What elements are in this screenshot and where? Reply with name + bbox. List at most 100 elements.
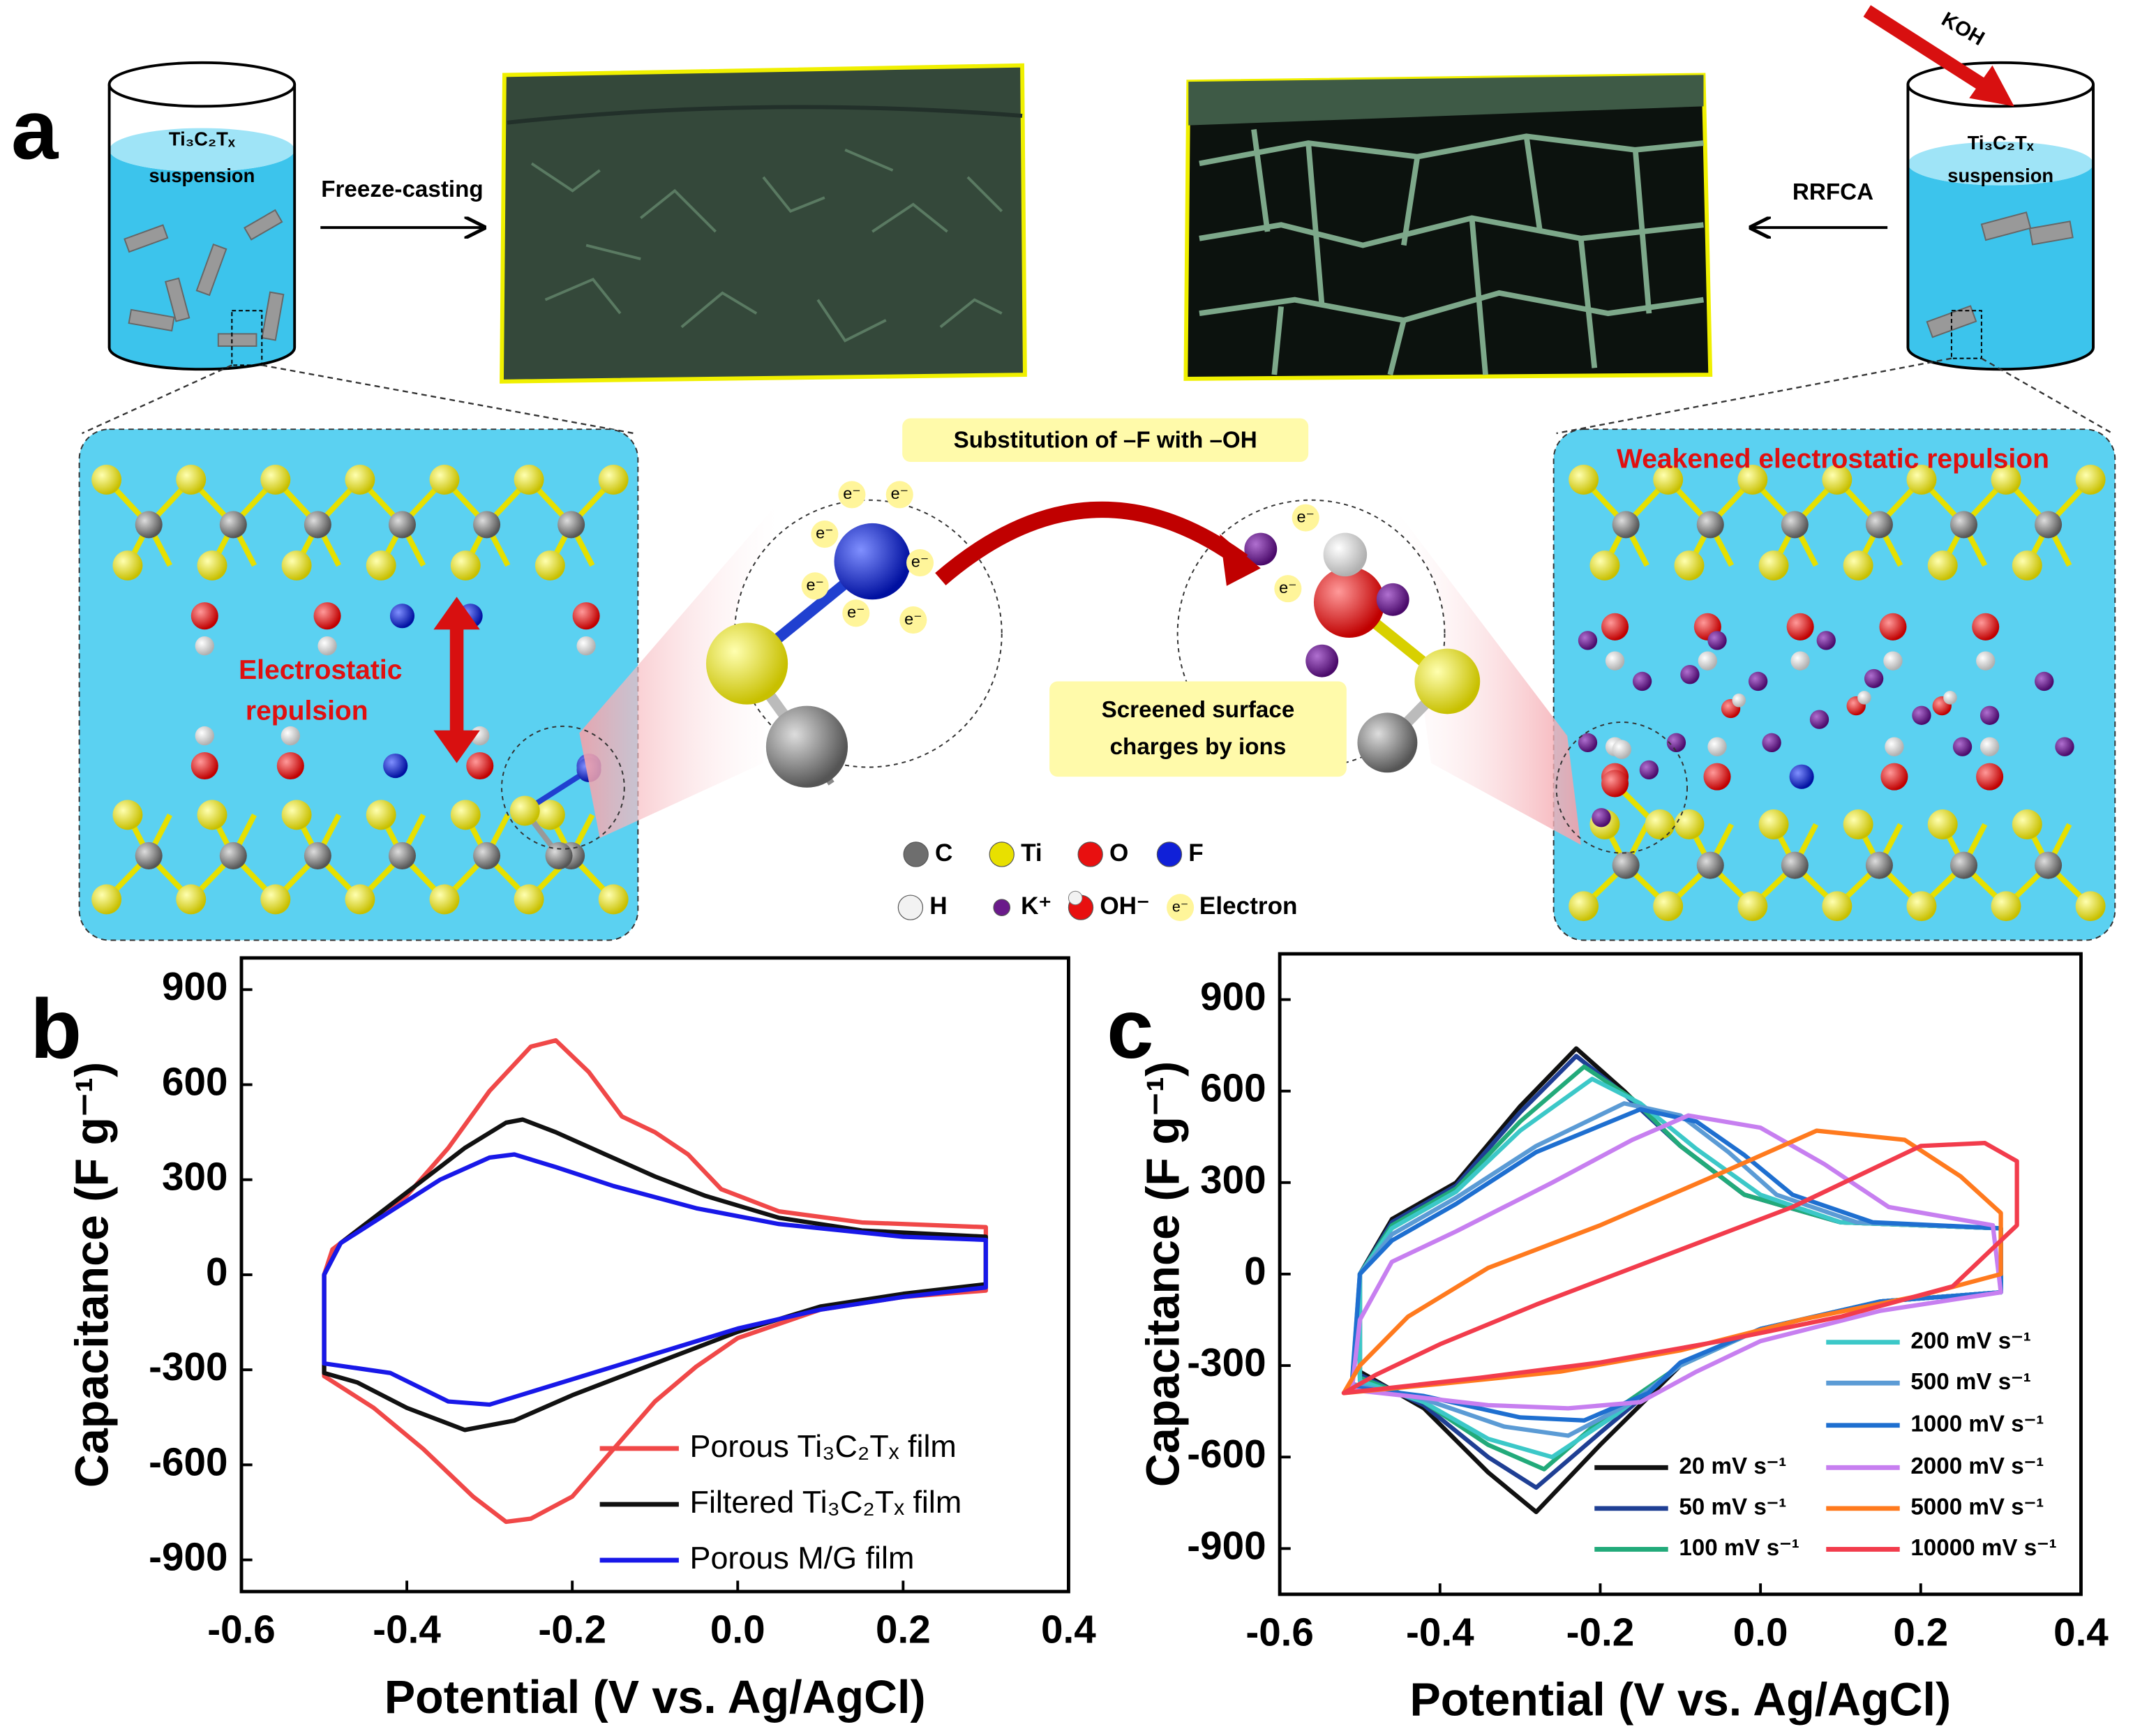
atom [280, 726, 300, 746]
note: Screened surface [1102, 697, 1295, 723]
legend-label: 2000 mV s⁻¹ [1910, 1453, 2044, 1479]
atom [1979, 737, 2000, 756]
atom [1885, 737, 1904, 756]
atom [176, 464, 207, 495]
y-tick-label: 0 [1244, 1250, 1266, 1294]
atom [429, 884, 460, 915]
atom [473, 511, 501, 539]
atom [1880, 763, 1908, 791]
electron-label: e⁻ [806, 576, 823, 594]
atom [2075, 464, 2106, 495]
atom [1569, 891, 1599, 922]
atom [219, 511, 247, 539]
atom [1781, 511, 1809, 539]
atom [765, 705, 848, 788]
atom [1612, 851, 1640, 879]
legend-swatch [897, 895, 924, 920]
atom [1605, 651, 1625, 671]
atom [195, 726, 214, 746]
atom [1632, 671, 1652, 691]
atom [1991, 464, 2021, 495]
x-tick-label: -0.4 [373, 1608, 441, 1652]
legend-label: Porous Ti₃C₂Tₓ film [690, 1428, 957, 1464]
panel-label: c [1107, 981, 1153, 1076]
atom [429, 464, 460, 495]
atom [1376, 583, 1409, 616]
atom [1313, 567, 1385, 638]
process-label: Freeze-casting [321, 177, 483, 202]
zoom-circle [1555, 721, 1689, 854]
legend-label: 500 mV s⁻¹ [1910, 1369, 2030, 1395]
atom [509, 795, 540, 826]
atom [1906, 891, 1937, 922]
atom [1927, 809, 1958, 839]
zoom-cone [1397, 511, 1581, 845]
series-line [1349, 1107, 2003, 1423]
atom [1816, 631, 1836, 650]
legend-label: 100 mV s⁻¹ [1679, 1535, 1799, 1561]
chart: -0.6 -0.4 -0.2 0.0 0.2 0.4 -900 -600 -300 0 300 600… [67, 956, 1096, 1723]
atom [1786, 613, 1814, 641]
atom [545, 841, 573, 869]
legend-swatch [989, 841, 1015, 867]
atom [1991, 891, 2021, 922]
atom [91, 884, 122, 915]
x-tick-label: 0.4 [2053, 1610, 2109, 1654]
zoom-cone [579, 504, 777, 839]
atom [572, 602, 600, 630]
electron-glow [899, 606, 927, 634]
atom [534, 800, 565, 830]
y-tick-label: 900 [162, 965, 227, 1009]
x-tick-label: -0.4 [1406, 1610, 1474, 1654]
atom [514, 464, 544, 495]
atom [1737, 464, 1768, 495]
atom [557, 511, 585, 539]
atom [1737, 891, 1768, 922]
atom [2035, 671, 2054, 691]
atom [345, 884, 375, 915]
legend-label: H [929, 892, 947, 920]
x-tick-label: 0.2 [876, 1608, 931, 1652]
electron-glow [1292, 504, 1319, 532]
charts: -0.6 -0.4 -0.2 0.0 0.2 0.4 -900 -600 -300 0 300 600… [67, 952, 2109, 1726]
atom [112, 550, 143, 581]
legend-label: C [935, 839, 952, 867]
atom [112, 800, 143, 830]
atom [1698, 651, 1718, 671]
atom [1790, 651, 1810, 671]
atom [1601, 770, 1629, 798]
electron-glow [1274, 575, 1302, 603]
atom [1653, 464, 1684, 495]
atom [304, 511, 331, 539]
reaction-arrow [935, 501, 1248, 585]
atom-legend: C Ti O F H K⁺ OH⁻ e⁻ Electron [897, 839, 1298, 922]
atom [1674, 809, 1705, 839]
y-tick-label: -300 [1187, 1341, 1266, 1385]
atom [834, 523, 911, 600]
legend-label: Porous M/G film [690, 1540, 915, 1576]
atom [1865, 511, 1893, 539]
atom [2035, 511, 2063, 539]
atom [705, 622, 788, 705]
atom [1357, 712, 1418, 773]
atom [345, 464, 375, 495]
atom [1758, 809, 1789, 839]
atom [190, 752, 218, 780]
atom [1569, 464, 1599, 495]
beaker-label: suspension [1947, 165, 2053, 186]
double-arrow [433, 597, 480, 763]
zoom-circle [501, 725, 625, 850]
note: charges by ions [1110, 734, 1287, 760]
electron-label: e⁻ [847, 603, 865, 621]
atom [388, 511, 416, 539]
atom [1927, 550, 1958, 581]
legend-label: 10000 mV s⁻¹ [1910, 1535, 2056, 1561]
atom [1645, 809, 1675, 839]
atom [1864, 668, 1884, 689]
electron-glow [906, 549, 934, 577]
annotation: repulsion [246, 696, 368, 726]
atom [466, 752, 494, 780]
electron-label: e⁻ [1297, 507, 1315, 525]
y-tick-label: -900 [149, 1536, 227, 1580]
